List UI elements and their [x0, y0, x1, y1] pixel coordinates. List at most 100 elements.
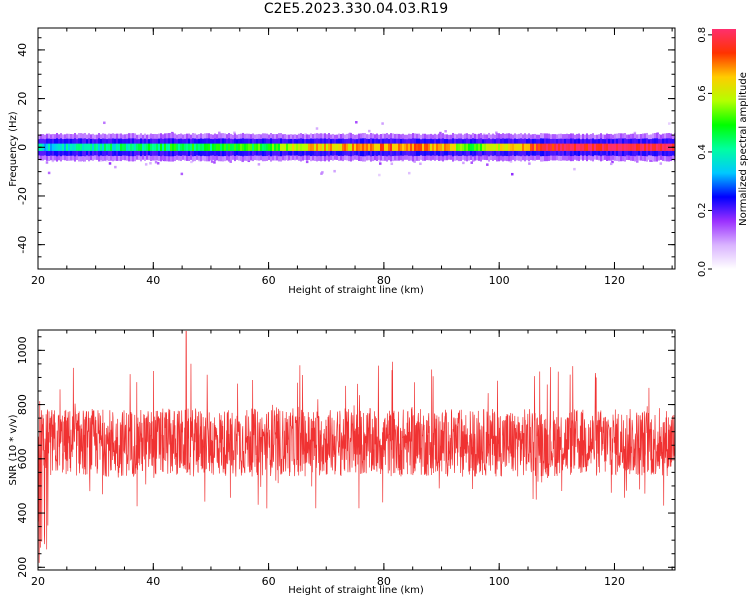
- spectrogram-core-cell: [196, 143, 198, 151]
- spectrogram-speckle: [378, 173, 381, 177]
- spectrogram-core-cell: [228, 143, 230, 151]
- spectrogram-core-cell: [104, 143, 106, 151]
- spectrogram-core-cell: [208, 143, 210, 151]
- spectrogram-speckle: [667, 122, 671, 125]
- spectrogram-core-cell: [76, 143, 78, 151]
- spectrogram-core-cell: [64, 143, 66, 151]
- snr-panel: 20 40 60 80 100 120 200 400 600 800 1000 Height o…: [8, 329, 676, 596]
- spectrogram-core-cell: [574, 143, 576, 151]
- snr-x-label: Height of straight line (km): [288, 585, 424, 596]
- spectrogram-core-cell: [112, 143, 114, 151]
- spectrogram-core-cell: [370, 143, 372, 151]
- spectrogram-core-cell: [418, 143, 420, 151]
- spectrogram-core-cell: [130, 143, 132, 151]
- spectrogram-core-cell: [140, 143, 142, 151]
- spectrogram-core-cell: [550, 143, 552, 151]
- spectrogram-core-cell: [50, 143, 52, 151]
- spectrogram-core-cell: [366, 143, 368, 151]
- spectrogram-core-cell: [650, 143, 652, 151]
- spectrogram-core-cell: [656, 143, 658, 151]
- spectrogram-core-cell: [314, 143, 316, 151]
- spectrogram-core-cell: [394, 143, 396, 151]
- chart-title: C2E5.2023.330.04.03.R19: [263, 1, 449, 17]
- spectrogram-speckle: [636, 160, 639, 163]
- spectrogram-core-cell: [620, 143, 622, 151]
- spectrogram-core-cell: [162, 143, 164, 151]
- spectrogram-speckle: [611, 160, 614, 164]
- spectrogram-core-cell: [290, 143, 292, 151]
- spectrogram-core-cell: [552, 143, 554, 151]
- spectrogram-core-cell: [540, 143, 542, 151]
- colorbar-tick-label: 0.2: [697, 203, 708, 219]
- spectrogram-core-cell: [478, 143, 480, 151]
- spectrogram-core-cell: [484, 143, 486, 151]
- spectrogram-speckle: [609, 162, 613, 166]
- spectrogram-core-cell: [330, 143, 332, 151]
- spectrogram-speckle: [470, 161, 473, 164]
- spectrogram-core-cell: [662, 143, 664, 151]
- spectrogram-core-cell: [536, 143, 538, 151]
- spectrogram-speckle: [210, 160, 214, 163]
- spectrogram-speckle: [462, 161, 465, 165]
- spectrogram-core-cell: [286, 143, 288, 151]
- spectrogram-core-cell: [128, 143, 130, 151]
- spectrogram-core-cell: [618, 143, 620, 151]
- spectrogram-speckle: [649, 159, 652, 162]
- spectrogram-core-cell: [256, 143, 258, 151]
- spectrogram-speckle: [379, 162, 382, 165]
- spectrogram-core-cell: [134, 143, 136, 151]
- spectrogram-core-cell: [94, 143, 96, 151]
- spectrogram-core-cell: [554, 143, 556, 151]
- spectrogram-frame: [37, 27, 676, 270]
- x-tick-label: 80: [377, 575, 391, 588]
- spectrogram-speckle: [257, 163, 261, 166]
- spectrogram-core-cell: [518, 143, 520, 151]
- spectrogram-core-cell: [78, 143, 80, 151]
- spectrogram-panel: 20 40 60 80 100 120 -40 -20 0 20 40 Height of str…: [8, 27, 676, 296]
- spectrogram-core-cell: [226, 143, 228, 151]
- spectrogram-core-cell: [426, 143, 428, 151]
- spectrogram-core-cell: [420, 143, 422, 151]
- spectrogram-core-cell: [292, 143, 294, 151]
- spectrogram-core-cell: [348, 143, 350, 151]
- spectrogram-core-cell: [424, 143, 426, 151]
- spectrogram-core-cell: [336, 143, 338, 151]
- spectrogram-data: [38, 121, 675, 177]
- spectrogram-core-cell: [604, 143, 606, 151]
- spectrogram-core-cell: [172, 143, 174, 151]
- spectrogram-speckle: [419, 162, 422, 166]
- spectrogram-speckle: [99, 159, 103, 162]
- spectrogram-core-cell: [450, 143, 452, 151]
- spectrogram-core-cell: [352, 143, 354, 151]
- y-tick-label: 40: [16, 43, 29, 57]
- spectrogram-speckle: [47, 171, 51, 175]
- spectrogram-core-cell: [376, 143, 378, 151]
- spectrogram-core-cell: [414, 143, 416, 151]
- spectrogram-core-cell: [542, 143, 544, 151]
- spectrogram-core-cell: [452, 143, 454, 151]
- spectrogram-core-cell: [344, 143, 346, 151]
- spectrogram-core-cell: [138, 143, 140, 151]
- spectrogram-core-cell: [506, 143, 508, 151]
- spectrogram-core-cell: [624, 143, 626, 151]
- spectrogram-core-cell: [434, 143, 436, 151]
- spectrogram-core-cell: [142, 143, 144, 151]
- spectrogram-core-cell: [322, 143, 324, 151]
- spectrogram-core-cell: [496, 143, 498, 151]
- spectrogram-core-cell: [564, 143, 566, 151]
- spectrogram-core-cell: [626, 143, 628, 151]
- spectrogram-core-cell: [60, 143, 62, 151]
- spectrogram-core-cell: [108, 143, 110, 151]
- spectrogram-core-cell: [86, 143, 88, 151]
- spectrogram-speckle: [511, 172, 514, 176]
- spectrogram-core-cell: [664, 143, 666, 151]
- spectrogram-core-cell: [638, 143, 640, 151]
- spectrogram-core-cell: [576, 143, 578, 151]
- spectrogram-core-cell: [236, 143, 238, 151]
- spectrogram-core-cell: [632, 143, 634, 151]
- spectrogram-core-cell: [476, 143, 478, 151]
- snr-y-ticks: 200 400 600 800 1000: [16, 336, 675, 578]
- x-tick-label: 20: [31, 575, 45, 588]
- x-tick-label: 80: [377, 274, 391, 287]
- spectrogram-core-cell: [100, 143, 102, 151]
